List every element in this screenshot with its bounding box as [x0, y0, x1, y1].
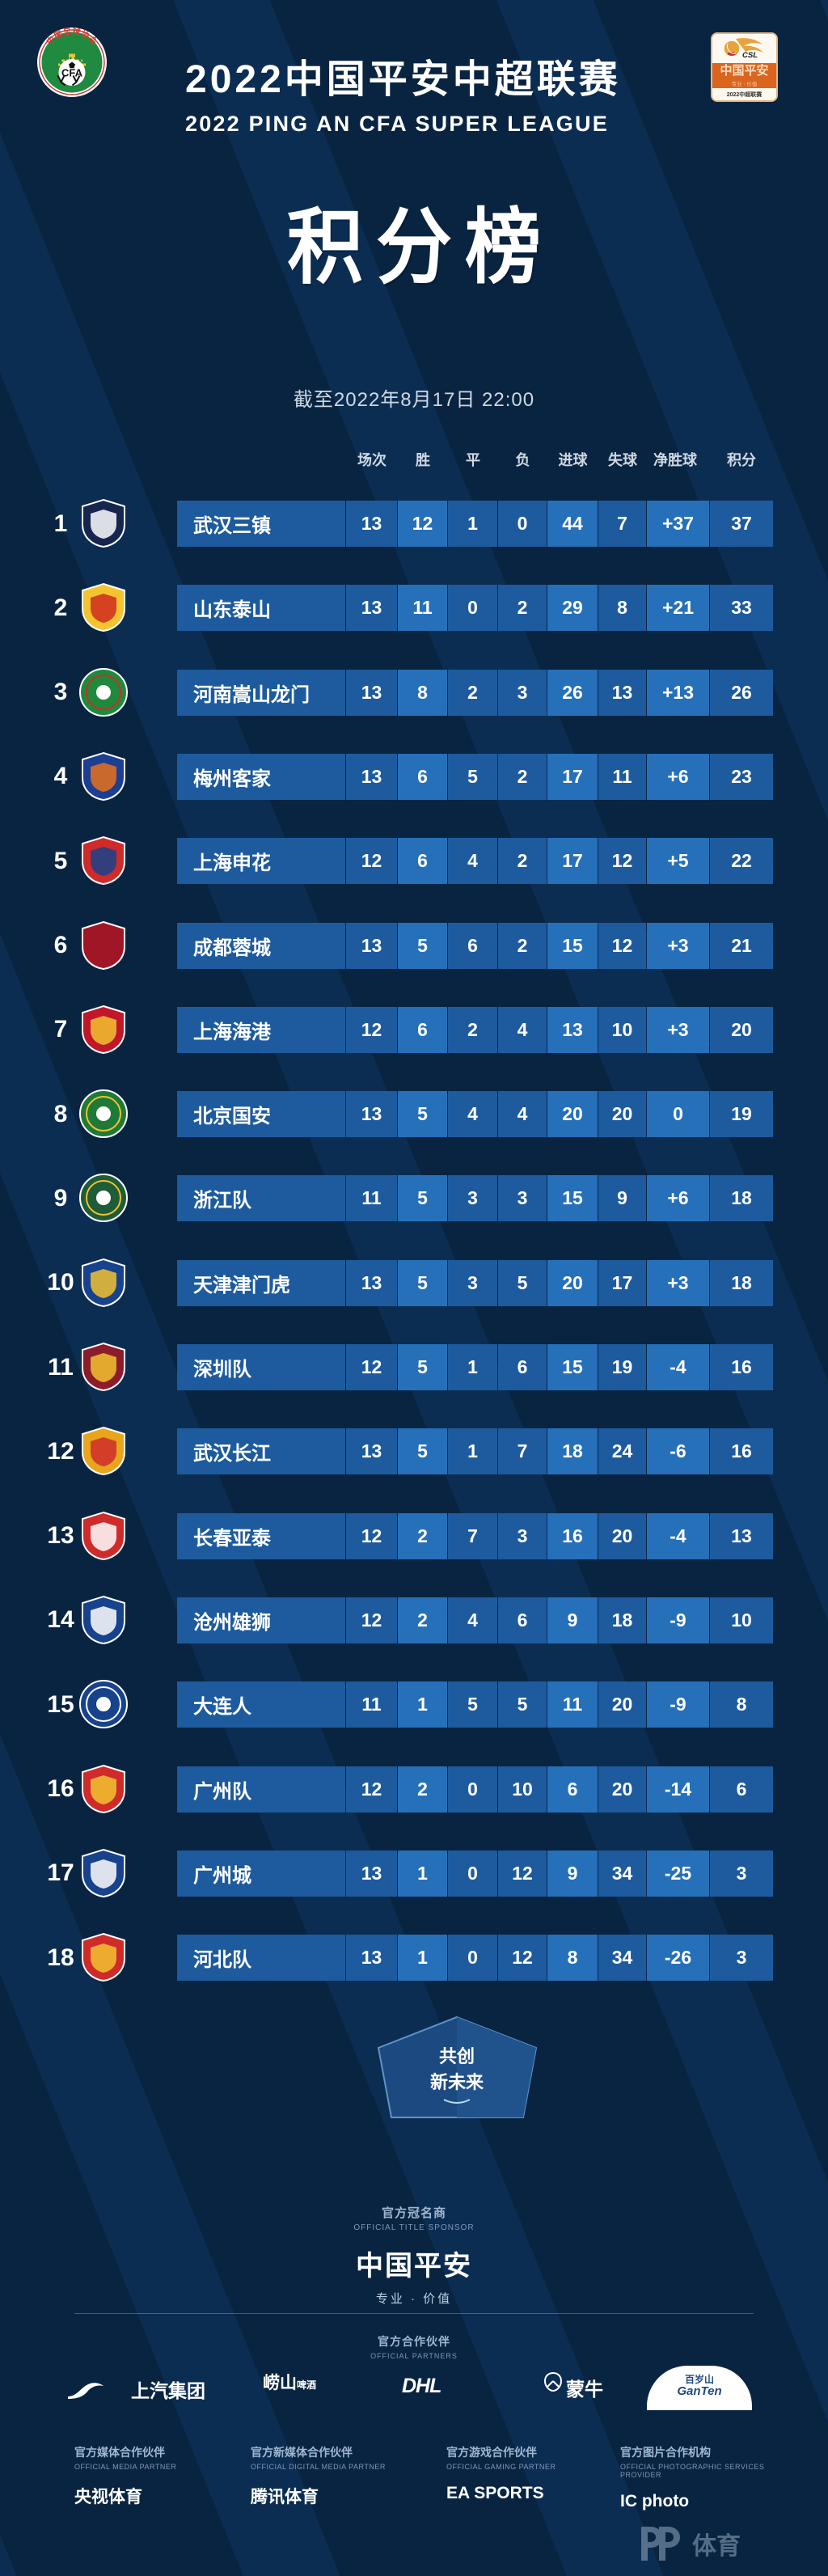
svg-text:CFA: CFA [61, 67, 83, 79]
svg-text:共创: 共创 [439, 2046, 475, 2066]
svg-text:新未来: 新未来 [430, 2072, 484, 2092]
svg-text:CSL: CSL [742, 51, 758, 60]
